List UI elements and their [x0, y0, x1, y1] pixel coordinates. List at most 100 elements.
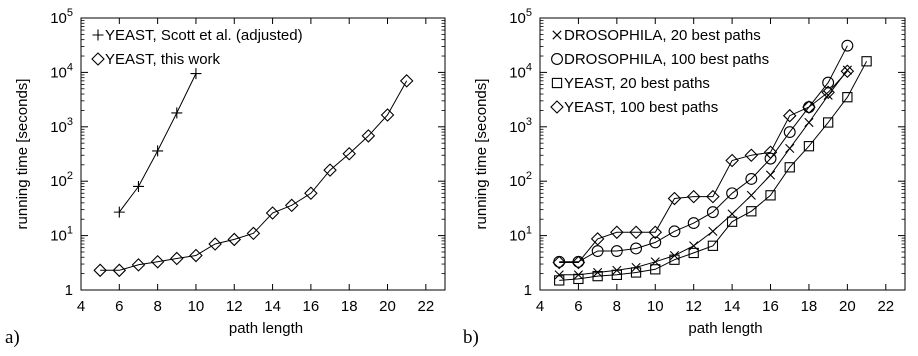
data-point-b-1 — [783, 126, 796, 139]
data-point-b-0 — [708, 226, 718, 236]
x-tick-label-b: 20 — [839, 298, 856, 315]
series-b-0 — [554, 65, 852, 280]
data-point-b-1 — [687, 217, 700, 230]
data-point-b-2 — [630, 267, 642, 278]
legend-label-b-1: DROSOPHILA, 100 best paths — [564, 51, 769, 68]
data-point-b-1 — [745, 172, 758, 185]
y-tick-label-b: 105 — [509, 7, 532, 27]
legend-marker-b-2 — [551, 77, 563, 89]
x-tick-label-b: 6 — [574, 298, 582, 315]
data-point-a-0 — [113, 206, 125, 218]
data-point-a-1 — [150, 255, 165, 269]
data-point-b-1 — [726, 187, 739, 200]
data-point-b-0 — [804, 117, 814, 128]
data-point-b-2 — [554, 275, 565, 286]
data-point-b-2 — [784, 162, 795, 173]
data-point-b-2 — [592, 270, 603, 282]
data-point-b-1 — [841, 39, 854, 52]
legend-marker-b-3 — [550, 100, 564, 114]
x-axis-label-a: path length — [229, 320, 303, 337]
y-tick-label-a: 105 — [50, 7, 73, 27]
panel-label-b: b) — [463, 327, 479, 348]
data-point-b-3 — [840, 64, 855, 79]
x-tick-label-b: 16 — [762, 298, 779, 315]
data-point-a-1 — [93, 263, 107, 278]
x-tick-label-a: 12 — [226, 298, 243, 315]
data-point-b-3 — [821, 85, 835, 100]
series-b-1 — [553, 39, 854, 268]
x-tick-label-a: 22 — [417, 298, 434, 315]
y-tick-label-a: 103 — [50, 116, 73, 136]
series-line-a-0 — [118, 73, 197, 213]
y-tick-label-b: 102 — [509, 170, 532, 190]
data-point-a-1 — [361, 129, 376, 143]
data-point-a-1 — [284, 198, 299, 213]
data-point-a-0 — [132, 180, 144, 192]
y-tick-label-a: 1 — [65, 282, 73, 299]
series-line-b-2 — [559, 61, 868, 281]
data-point-a-1 — [380, 108, 395, 122]
data-point-b-3 — [648, 225, 663, 240]
data-point-a-1 — [342, 146, 356, 161]
y-tick-label-b: 101 — [509, 225, 532, 245]
x-tick-label-a: 14 — [264, 298, 281, 315]
data-point-b-3 — [552, 255, 566, 270]
x-tick-label-b: 10 — [647, 298, 664, 315]
data-point-b-1 — [706, 206, 719, 219]
legend-label-b-3: YEAST, 100 best paths — [564, 99, 718, 116]
data-point-b-2 — [842, 92, 853, 103]
data-point-a-1 — [208, 237, 222, 251]
data-point-b-3 — [590, 232, 605, 246]
data-point-b-3 — [629, 225, 643, 240]
data-point-b-3 — [744, 148, 759, 163]
data-point-b-2 — [803, 141, 815, 152]
x-tick-label-b: 8 — [613, 298, 621, 315]
plot-frame-b — [539, 17, 906, 291]
legend-label-a-1: YEAST, this work — [105, 51, 221, 68]
data-point-b-0 — [765, 170, 776, 180]
data-point-a-1 — [304, 186, 318, 201]
data-point-b-3 — [725, 153, 739, 168]
series-a-0 — [113, 68, 202, 218]
data-point-b-1 — [630, 242, 643, 255]
x-tick-label-a: 4 — [77, 298, 85, 315]
x-tick-label-a: 18 — [341, 298, 358, 315]
y-tick-label-b: 1 — [524, 282, 532, 299]
data-point-b-0 — [593, 267, 603, 278]
y-axis-label-b: running time [seconds] — [473, 79, 490, 230]
data-point-b-2 — [726, 216, 738, 227]
legend-label-b-2: YEAST, 20 best paths — [564, 75, 710, 92]
data-point-a-1 — [112, 263, 127, 278]
x-tick-label-a: 20 — [379, 298, 396, 315]
x-axis-label-b: path length — [688, 320, 762, 337]
y-axis-label-a: running time [seconds] — [14, 79, 31, 230]
series-line-b-3 — [559, 70, 848, 263]
data-point-b-3 — [571, 255, 586, 270]
data-point-b-3 — [802, 100, 816, 114]
data-point-a-0 — [190, 68, 202, 80]
data-point-b-0 — [823, 90, 833, 100]
data-point-b-2 — [669, 254, 680, 265]
data-point-a-1 — [265, 206, 280, 220]
y-tick-label-a: 101 — [50, 225, 73, 245]
data-point-b-2 — [573, 273, 584, 285]
plot-frame-a — [80, 17, 446, 291]
y-tick-label-b: 104 — [509, 61, 532, 81]
data-point-b-1 — [649, 236, 662, 249]
data-point-b-3 — [706, 189, 720, 204]
data-point-a-0 — [152, 145, 164, 157]
data-point-b-1 — [668, 225, 681, 238]
x-tick-label-b: 14 — [724, 298, 741, 315]
x-tick-label-b: 4 — [536, 298, 544, 315]
x-tick-label-b: 12 — [685, 298, 702, 315]
chart-panel-b: 4 6 8 10 12 14 16 18 20 22 1 101 102 103 104 105 path le… — [473, 7, 906, 337]
legend-marker-a-1 — [91, 52, 105, 66]
x-tick-label-b: 22 — [877, 298, 894, 315]
data-point-b-2 — [650, 264, 661, 275]
series-line-b-1 — [559, 45, 848, 263]
data-point-a-1 — [189, 248, 203, 263]
data-point-b-1 — [610, 245, 623, 257]
panel-label-a: a) — [5, 327, 20, 348]
data-point-a-1 — [131, 258, 146, 272]
